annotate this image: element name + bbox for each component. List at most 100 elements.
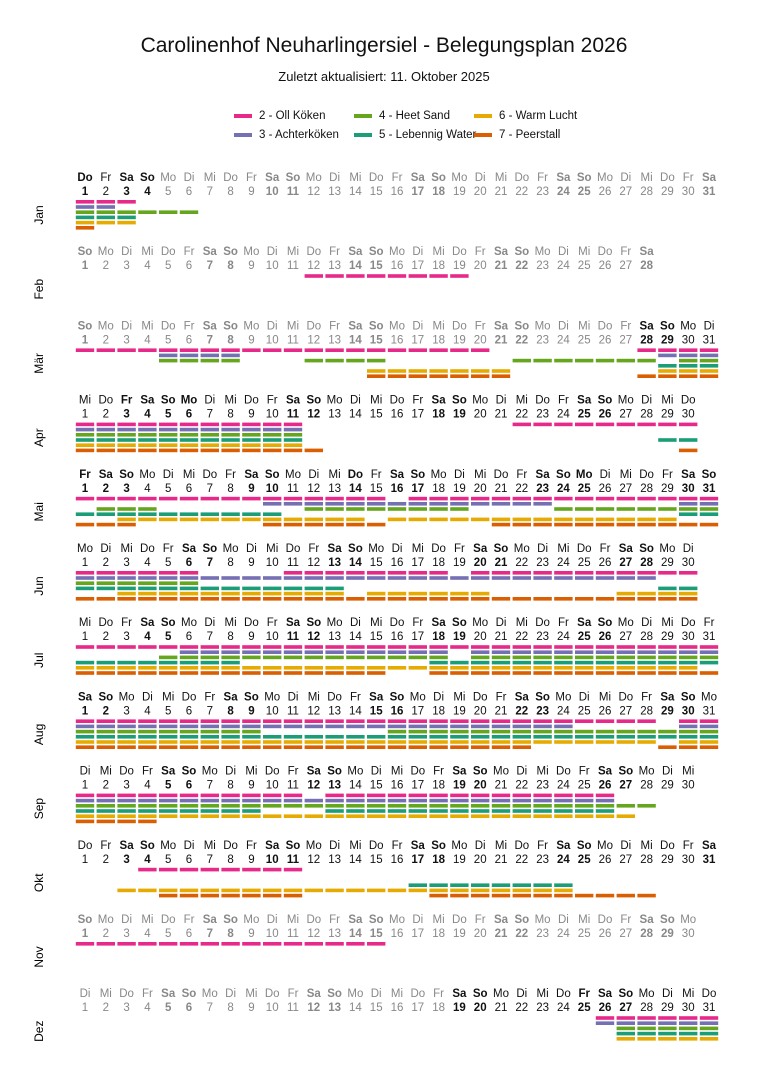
booking-segment-6 <box>283 740 303 744</box>
day-label: 3 <box>123 928 129 940</box>
weekday-label: Sa <box>619 543 634 555</box>
booking-segment-7 <box>533 597 552 601</box>
booking-segment-6 <box>429 369 448 373</box>
booking-segment-5 <box>491 660 511 665</box>
booking-segment-6 <box>200 666 219 670</box>
booking-segment-4 <box>367 655 386 660</box>
weekday-label: Mi <box>183 469 195 481</box>
booking-segment-7 <box>138 597 157 601</box>
booking-segment-3 <box>221 427 240 432</box>
booking-segment-2 <box>429 496 448 501</box>
day-label: 4 <box>144 186 151 198</box>
weekday-label: Mi <box>557 543 569 555</box>
booking-segment-7 <box>408 597 427 601</box>
month-label: Mai <box>32 502 46 521</box>
booking-segment-7 <box>117 671 136 675</box>
booking-segment-7 <box>471 374 490 378</box>
day-label: 29 <box>661 1002 674 1014</box>
booking-segment-5 <box>242 586 261 591</box>
booking-segment-5 <box>595 809 615 813</box>
weekday-label: Mo <box>139 469 155 481</box>
booking-segment-7 <box>658 522 677 527</box>
weekday-label: Sa <box>286 617 301 629</box>
weekday-label: Di <box>392 543 403 555</box>
weekday-label: Mo <box>306 840 322 852</box>
booking-segment-5 <box>471 809 490 813</box>
booking-segment-3 <box>679 1021 698 1025</box>
day-label: 29 <box>661 928 674 940</box>
day-label: 31 <box>703 1002 716 1014</box>
booking-segment-3 <box>325 798 344 803</box>
weekday-label: Mo <box>535 914 551 926</box>
day-label: 3 <box>123 260 129 272</box>
day-label: 15 <box>370 854 383 866</box>
booking-segment-5 <box>138 809 157 813</box>
booking-segment-2 <box>679 1016 698 1020</box>
booking-segment-5 <box>117 586 136 591</box>
day-label: 31 <box>703 631 716 643</box>
weekday-label: Fr <box>558 617 569 629</box>
booking-segment-7 <box>679 597 698 601</box>
booking-segment-7 <box>346 522 365 527</box>
booking-segment-5 <box>512 660 531 665</box>
booking-segment-5 <box>200 809 219 813</box>
booking-segment-7 <box>96 671 115 675</box>
weekday-label: Mo <box>347 766 363 778</box>
booking-segment-2 <box>117 496 136 501</box>
day-label: 1 <box>82 854 88 866</box>
booking-segment-4 <box>75 210 95 214</box>
booking-segment-5 <box>117 512 136 516</box>
booking-segment-6 <box>75 443 95 447</box>
day-label: 7 <box>207 928 213 940</box>
booking-segment-3 <box>304 650 323 654</box>
booking-segment-7 <box>512 745 531 749</box>
day-label: 17 <box>411 631 424 643</box>
booking-segment-3 <box>283 576 303 580</box>
day-label: 22 <box>515 780 528 792</box>
day-label: 4 <box>144 854 151 866</box>
day-label: 25 <box>578 334 591 346</box>
booking-segment-6 <box>408 517 427 522</box>
booking-segment-3 <box>75 205 95 209</box>
booking-segment-3 <box>408 724 427 729</box>
day-label: 4 <box>144 780 151 792</box>
day-label: 22 <box>515 557 528 569</box>
day-label: 13 <box>328 260 341 272</box>
booking-segment-6 <box>554 814 573 818</box>
weekday-label: Do <box>223 840 238 852</box>
day-label: 26 <box>599 483 612 495</box>
booking-segment-4 <box>242 655 261 660</box>
weekday-label: Di <box>704 320 715 332</box>
booking-segment-5 <box>138 512 157 516</box>
booking-segment-6 <box>533 740 552 744</box>
weekday-label: Do <box>348 469 363 481</box>
booking-segment-2 <box>283 422 303 427</box>
day-label: 13 <box>328 928 341 940</box>
booking-segment-2 <box>471 571 490 575</box>
booking-segment-3 <box>408 502 427 506</box>
booking-segment-6 <box>283 517 303 522</box>
booking-segment-4 <box>221 433 240 437</box>
booking-segment-2 <box>679 645 698 649</box>
booking-segment-2 <box>200 942 219 946</box>
day-label: 22 <box>515 928 528 940</box>
weekday-label: Do <box>140 543 155 555</box>
booking-segment-3 <box>200 650 219 654</box>
booking-segment-5 <box>221 735 240 739</box>
weekday-label: Sa <box>660 691 675 703</box>
booking-segment-2 <box>242 348 261 352</box>
day-label: 3 <box>123 705 129 717</box>
booking-segment-7 <box>325 745 344 749</box>
weekday-label: Sa <box>494 914 509 926</box>
day-label: 27 <box>619 483 632 495</box>
booking-segment-4 <box>616 507 635 511</box>
booking-segment-2 <box>658 348 677 352</box>
booking-segment-2 <box>325 274 344 278</box>
booking-segment-7 <box>491 671 511 675</box>
booking-segment-7 <box>75 522 95 527</box>
weekday-label: Sa <box>556 172 571 184</box>
booking-segment-5 <box>138 660 157 665</box>
booking-segment-3 <box>117 576 136 580</box>
booking-segment-6 <box>138 814 157 818</box>
day-label: 1 <box>82 928 89 940</box>
